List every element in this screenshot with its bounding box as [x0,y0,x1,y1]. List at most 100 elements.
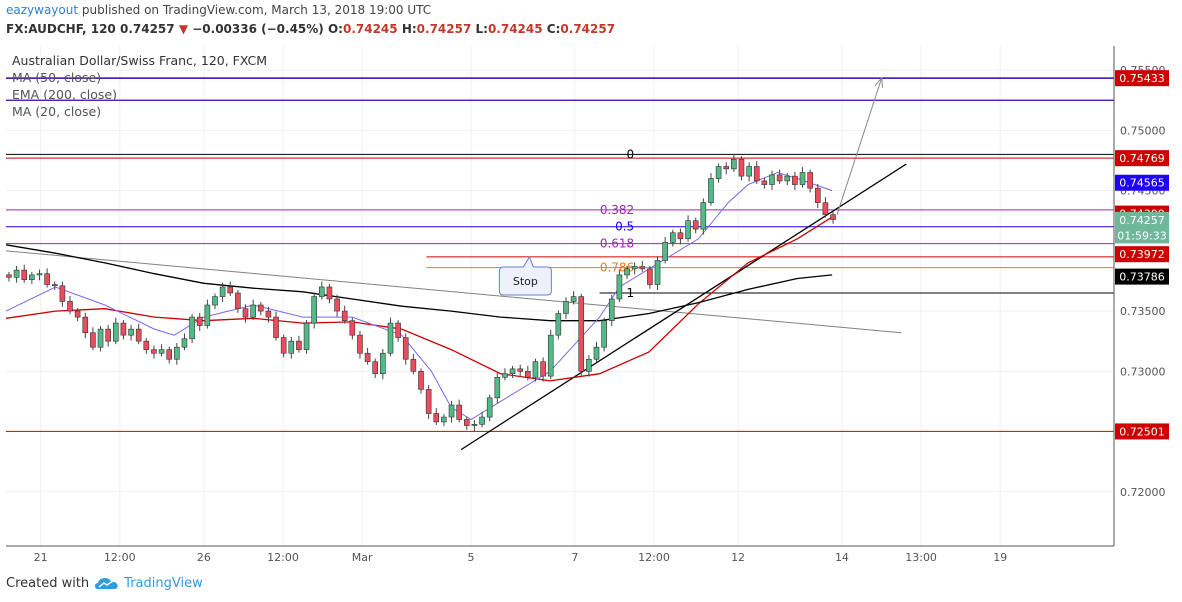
candle-body[interactable] [395,322,401,338]
candle-body[interactable] [181,338,188,348]
candle-body[interactable] [570,296,577,302]
candle-body[interactable] [29,274,35,281]
candle-body[interactable] [586,358,592,372]
candle-body[interactable] [204,304,211,326]
candle-body[interactable] [128,328,134,336]
candle-body[interactable] [257,304,264,312]
candle-body[interactable] [13,269,20,278]
candle-body[interactable] [235,292,241,309]
candle-body[interactable] [494,377,501,399]
candle-body[interactable] [166,349,173,360]
candle-body[interactable] [372,361,379,375]
candle-body[interactable] [631,266,638,270]
candle-body[interactable] [502,373,508,378]
candle-body[interactable] [708,178,714,203]
candle-body[interactable] [21,269,28,281]
candle-body[interactable] [273,316,279,338]
candle-body[interactable] [525,371,531,378]
candle-body[interactable] [700,202,707,230]
candle-body[interactable] [265,310,272,318]
candle-body[interactable] [807,172,813,189]
legend-ma50[interactable]: MA (50, close) [12,70,101,85]
candle-body[interactable] [74,310,81,318]
candle-body[interactable] [242,308,249,318]
candle-body[interactable] [303,322,310,350]
candle-body[interactable] [608,298,615,321]
legend-ema200[interactable]: EMA (200, close) [12,87,117,102]
candle-body[interactable] [135,328,142,342]
candle-body[interactable] [715,166,722,179]
candle-body[interactable] [540,361,546,377]
candle-body[interactable] [158,349,165,354]
ema200-line[interactable] [5,216,833,382]
candle-body[interactable] [143,340,150,350]
candle-body[interactable] [380,352,386,375]
trendline[interactable] [5,250,902,334]
candle-body[interactable] [814,187,821,203]
candle-body[interactable] [532,361,539,378]
candle-body[interactable] [731,158,737,170]
candle-body[interactable] [723,166,730,170]
candle-body[interactable] [746,166,752,177]
candle-body[interactable] [196,316,203,326]
candle-body[interactable] [212,296,218,306]
candle-body[interactable] [112,322,119,342]
candle-body[interactable] [662,242,668,261]
candle-body[interactable] [288,340,295,354]
candle-body[interactable] [654,260,661,285]
candle-body[interactable] [463,419,470,426]
candle-body[interactable] [227,286,234,294]
candle-body[interactable] [6,274,12,278]
candle-body[interactable] [341,310,348,321]
candle-body[interactable] [670,232,676,243]
candle-body[interactable] [441,416,447,423]
candle-body[interactable] [738,158,745,177]
candle-body[interactable] [387,322,394,354]
candle-body[interactable] [647,268,653,285]
stop-callout-bubble[interactable] [498,255,552,296]
candle-body[interactable] [120,322,127,336]
candle-body[interactable] [547,334,554,377]
candle-body[interactable] [639,266,646,270]
candle-body[interactable] [311,296,317,324]
candle-body[interactable] [784,175,791,182]
candle-body[interactable] [448,404,455,418]
candle-body[interactable] [593,346,600,360]
candle-body[interactable] [509,368,516,375]
candle-body[interactable] [189,316,195,340]
candle-body[interactable] [59,285,66,302]
candle-body[interactable] [418,371,424,390]
candle-body[interactable] [51,284,58,287]
candle-body[interactable] [219,286,226,297]
candle-body[interactable] [334,298,340,312]
candle-body[interactable] [151,349,157,354]
candle-body[interactable] [555,313,562,336]
candle-body[interactable] [319,286,325,297]
candle-body[interactable] [517,368,523,372]
candle-body[interactable] [105,328,111,342]
legend-ma20[interactable]: MA (20, close) [12,104,101,119]
candle-body[interactable] [563,301,569,314]
candle-body[interactable] [830,214,836,220]
candle-body[interactable] [692,220,699,230]
projection-arrow[interactable] [836,79,882,215]
ma50-line[interactable] [5,244,833,322]
candle-body[interactable] [82,316,89,334]
tradingview-brand-link[interactable]: TradingView [95,576,203,591]
candle-body[interactable] [799,172,806,185]
candle-body[interactable] [433,413,440,423]
candle-body[interactable] [685,220,691,240]
candle-body[interactable] [174,346,180,360]
candle-body[interactable] [67,301,73,312]
candle-body[interactable] [624,268,630,276]
candle-body[interactable] [601,320,607,348]
candle-body[interactable] [479,416,485,425]
candle-body[interactable] [326,286,333,300]
candle-body[interactable] [36,273,43,276]
candle-body[interactable] [776,174,783,182]
candle-body[interactable] [753,166,760,182]
candle-body[interactable] [357,334,363,354]
candle-body[interactable] [769,174,775,185]
